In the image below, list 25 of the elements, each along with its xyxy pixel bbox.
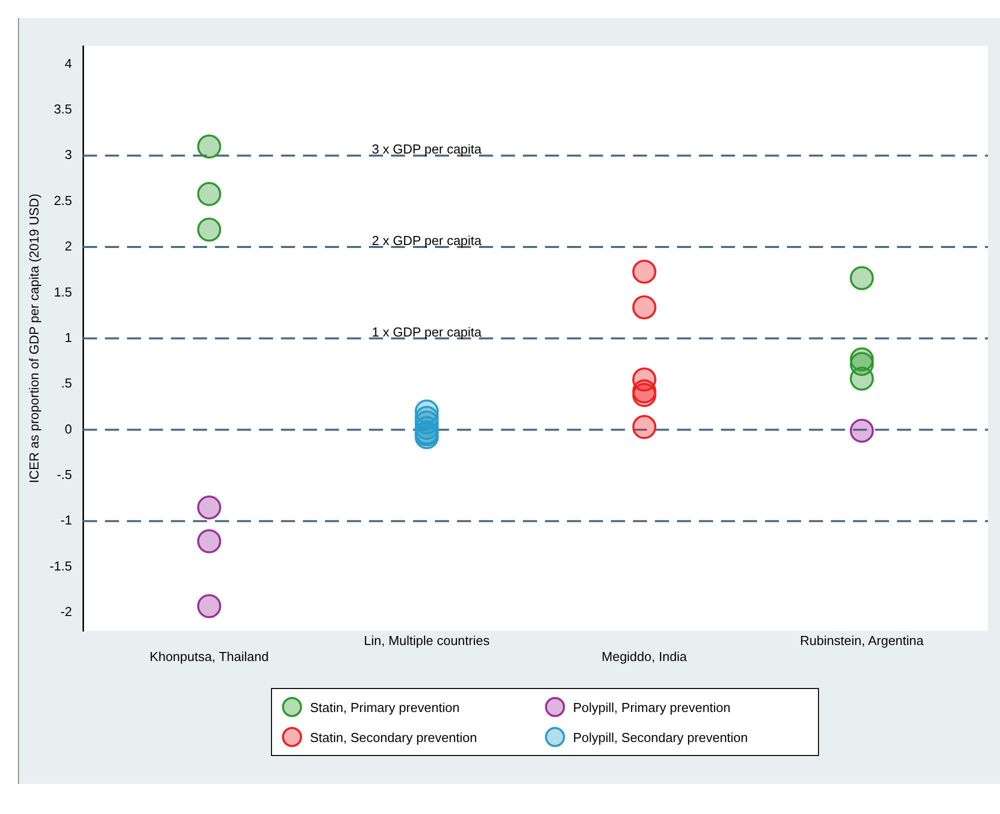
- y-tick-label: -2: [60, 604, 72, 620]
- y-tick-label: 1.5: [54, 284, 72, 300]
- y-tick-label: 3: [64, 147, 72, 162]
- y-tick-label: .5: [61, 376, 72, 391]
- y-axis-title: ICER as proportion of GDP per capita (2019 USD): [26, 194, 42, 484]
- y-tick-label: -.5: [56, 467, 72, 482]
- ref-line-label: 3 x GDP per capita: [372, 142, 482, 157]
- y-tick-label: 1: [64, 330, 72, 345]
- ref-line-label: 2 x GDP per capita: [372, 233, 482, 248]
- legend-label: Polypill, Primary prevention: [573, 700, 731, 714]
- y-tick-label: 2.5: [54, 192, 72, 208]
- ref-line-label: 1 x GDP per capita: [372, 324, 482, 340]
- y-tick-label: -1: [60, 512, 72, 528]
- y-tick-label: -1.5: [50, 558, 72, 574]
- x-tick-label: Rubinstein, Argentina: [800, 633, 924, 648]
- y-tick-label: 4: [64, 56, 72, 71]
- y-tick-label: 3.5: [54, 102, 72, 117]
- x-tick-label: Megiddo, India: [602, 648, 688, 664]
- legend-label: Statin, Secondary prevention: [310, 730, 477, 744]
- y-tick-label: 2: [64, 238, 72, 254]
- legend-label: Polypill, Secondary prevention: [573, 730, 748, 744]
- x-tick-label: Khonputsa, Thailand: [150, 648, 269, 664]
- y-tick-label: 0: [64, 421, 72, 436]
- x-tick-label: Lin, Multiple countries: [364, 633, 490, 648]
- legend-label: Statin, Primary prevention: [310, 700, 460, 714]
